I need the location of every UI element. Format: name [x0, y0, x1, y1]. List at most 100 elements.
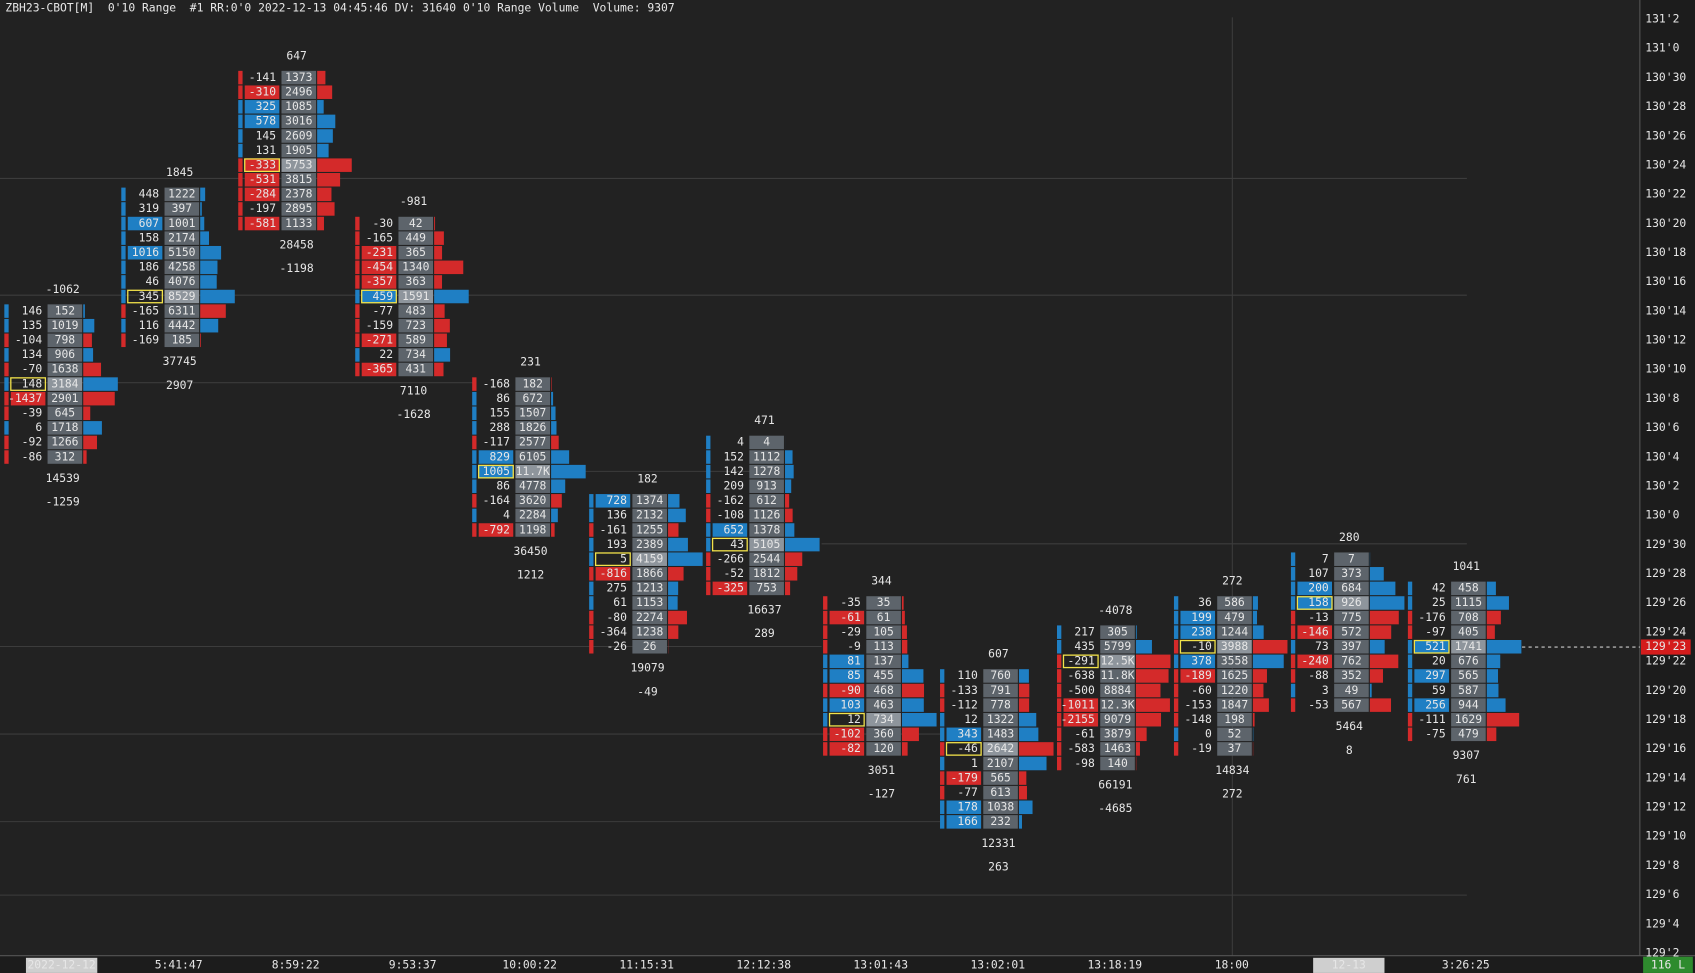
delta-side-marker [4, 435, 9, 450]
volume-bar [1252, 683, 1264, 698]
bar-top-label: 1845 [166, 165, 193, 179]
delta-value: 1 [971, 756, 978, 770]
volume-value: 612 [756, 493, 777, 507]
delta-value: -284 [249, 187, 276, 201]
volume-value: 2132 [636, 508, 663, 522]
time-label: 8:59:22 [272, 957, 320, 971]
delta-side-marker [823, 596, 828, 610]
delta-value: 155 [490, 406, 511, 420]
delta-side-marker [1407, 640, 1413, 654]
delta-side-marker [472, 494, 477, 508]
delta-side-marker [121, 318, 126, 333]
volume-value: 2107 [987, 756, 1014, 770]
delta-side-marker [589, 567, 594, 581]
volume-value: 1625 [1221, 668, 1248, 682]
delta-side-marker [472, 450, 477, 464]
delta-side-marker [940, 698, 945, 712]
delta-side-marker [355, 231, 360, 245]
volume-cell [164, 187, 200, 202]
volume-cell [281, 187, 317, 202]
delta-value: -90 [840, 683, 861, 697]
volume-value: 1112 [753, 449, 780, 463]
volume-bar [668, 596, 678, 610]
volume-value: 1373 [285, 70, 312, 84]
time-label: 12:12:38 [736, 957, 791, 971]
volume-cell [866, 640, 901, 654]
time-label: 13:02:01 [970, 957, 1025, 971]
volume-value: 12.5K [1100, 654, 1134, 668]
bar-total-volume: 5464 [1336, 719, 1363, 733]
volume-cell [983, 669, 1018, 683]
delta-side-marker [472, 464, 477, 479]
volume-bar [434, 231, 444, 245]
volume-value: 449 [406, 230, 427, 244]
delta-side-marker [1056, 712, 1062, 727]
delta-value: 135 [22, 318, 43, 332]
volume-cell [866, 698, 901, 712]
bar-total-volume: 36450 [513, 544, 547, 558]
delta-side-marker [1173, 683, 1179, 698]
delta-side-marker [472, 508, 477, 523]
delta-value: -500 [1068, 683, 1095, 697]
delta-side-marker [238, 202, 243, 216]
volume-cell [1334, 654, 1369, 669]
delta-cell [361, 362, 397, 377]
volume-value: 1591 [402, 289, 429, 303]
delta-cell [1297, 625, 1333, 639]
delta-side-marker [1056, 654, 1062, 669]
volume-cell [1451, 698, 1486, 712]
volume-value: 1198 [519, 522, 546, 536]
price-label: 130'28 [1645, 99, 1686, 113]
volume-cell [398, 289, 434, 304]
bar-top-label: 231 [520, 355, 541, 369]
volume-cell [1100, 698, 1135, 712]
volume-cell [398, 333, 434, 348]
delta-cell [127, 216, 163, 231]
volume-cell [398, 231, 434, 245]
delta-cell [829, 654, 865, 669]
delta-side-marker [238, 216, 243, 231]
poc-box [1413, 639, 1450, 654]
volume-bar [434, 333, 447, 348]
delta-value: 134 [22, 347, 43, 361]
volume-value: 61 [877, 610, 891, 624]
delta-value: 166 [957, 814, 978, 828]
volume-bar [1369, 669, 1383, 683]
volume-bar [785, 450, 793, 464]
volume-cell [164, 260, 200, 275]
volume-value: 926 [1341, 595, 1362, 609]
delta-value: 1016 [132, 245, 159, 259]
volume-bar [434, 260, 464, 275]
delta-side-marker [706, 494, 711, 508]
volume-value: 363 [406, 274, 427, 288]
volume-bar [1018, 785, 1027, 800]
delta-value: -165 [366, 230, 393, 244]
volume-cell [515, 435, 551, 450]
bar-total-volume: 3051 [868, 763, 895, 777]
delta-value: 86 [496, 391, 510, 405]
volume-value: 6105 [519, 449, 546, 463]
volume-cell [632, 567, 667, 581]
volume-bar [1018, 742, 1054, 756]
volume-cell [749, 435, 784, 450]
delta-cell [595, 494, 631, 508]
volume-bar [83, 406, 91, 421]
volume-cell [983, 712, 1018, 727]
volume-cell [1217, 610, 1252, 625]
volume-bar [434, 275, 443, 289]
volume-value: 4 [763, 435, 770, 449]
volume-value: 5753 [285, 157, 312, 171]
volume-bar [668, 567, 684, 581]
volume-value: 479 [1224, 610, 1245, 624]
volume-bar [1252, 654, 1284, 669]
poc-box [127, 289, 164, 304]
volume-cell [47, 391, 83, 406]
volume-bar [1369, 698, 1392, 712]
delta-value: -97 [1425, 624, 1446, 638]
volume-value: 613 [990, 785, 1011, 799]
delta-side-marker [121, 260, 126, 275]
delta-value: 288 [490, 420, 511, 434]
delta-value: 142 [723, 464, 743, 478]
delta-value: 178 [957, 800, 978, 814]
